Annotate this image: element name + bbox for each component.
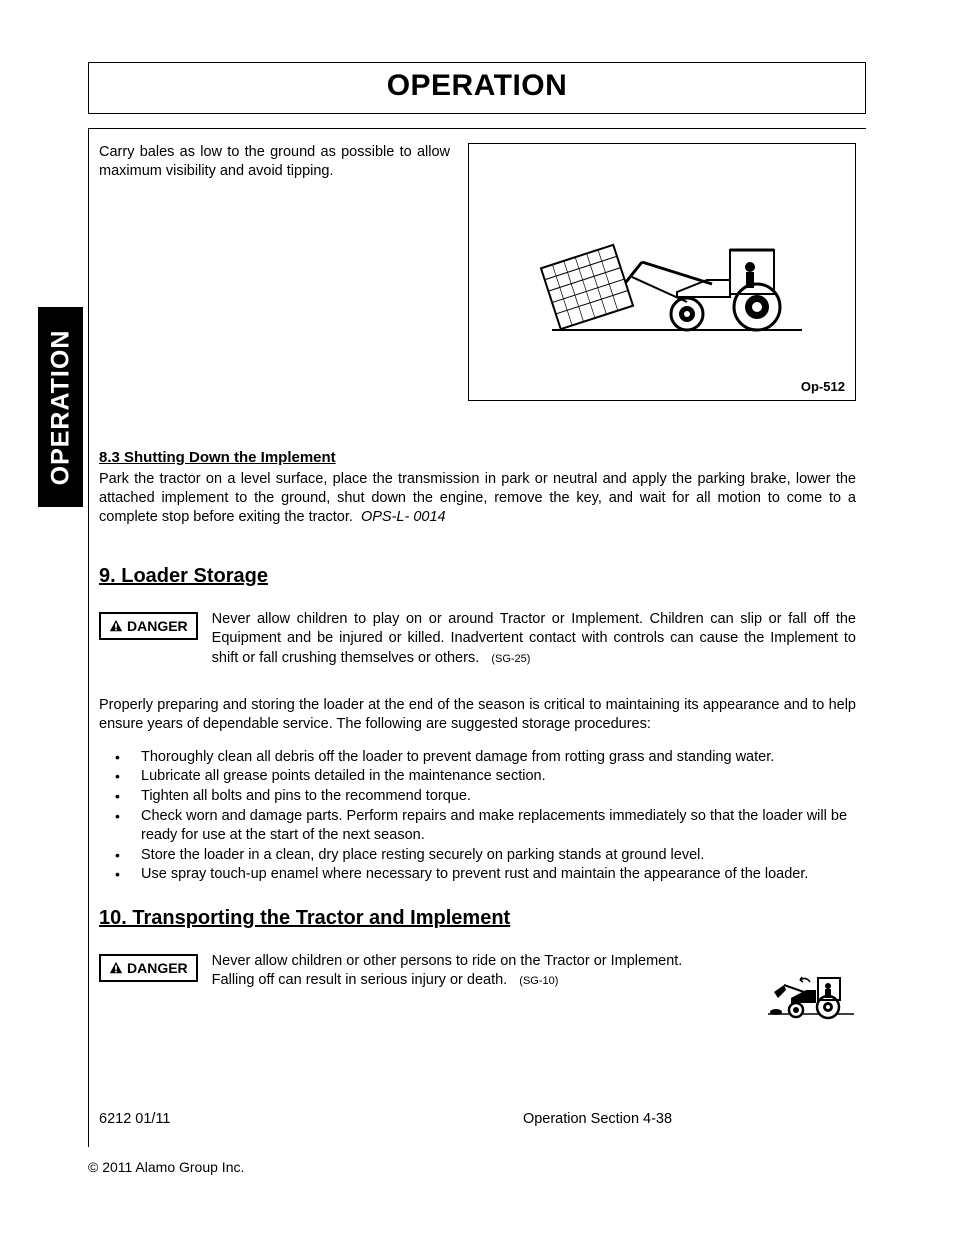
- section-8-3-text: Park the tractor on a level surface, pla…: [99, 471, 856, 525]
- storage-bullet-list: Thoroughly clean all debris off the load…: [99, 748, 856, 885]
- danger-text-2: Never allow children or other persons to…: [212, 952, 752, 991]
- warning-triangle-icon: [109, 961, 123, 975]
- transport-row: DANGER Never allow children or other per…: [99, 952, 856, 1020]
- danger-text-1-body: Never allow children to play on or aroun…: [212, 611, 856, 666]
- figure-box: Op-512: [468, 143, 856, 401]
- section-8-3-body: Park the tractor on a level surface, pla…: [99, 470, 856, 527]
- footer-row: 6212 01/11 Operation Section 4-38: [99, 1111, 856, 1127]
- footer-center: Operation Section 4-38: [339, 1111, 856, 1127]
- page-title: OPERATION: [89, 69, 865, 103]
- tractor-bale-illustration: [512, 202, 812, 342]
- danger-label-1: DANGER: [99, 612, 198, 640]
- list-item: Use spray touch-up enamel where necessar…: [141, 865, 856, 885]
- danger-label-1-text: DANGER: [127, 618, 188, 634]
- content-frame: Carry bales as low to the ground as poss…: [88, 128, 866, 1147]
- danger-ref-1: (SG-25): [491, 653, 530, 665]
- copyright: © 2011 Alamo Group Inc.: [88, 1159, 244, 1175]
- list-item: Thoroughly clean all debris off the load…: [141, 748, 856, 768]
- danger-label-2-text: DANGER: [127, 960, 188, 976]
- section-9-heading: 9. Loader Storage: [99, 565, 856, 588]
- danger-label-2: DANGER: [99, 954, 198, 982]
- small-tractor-icon: [766, 970, 856, 1020]
- danger-ref-2: (SG-10): [519, 975, 558, 987]
- figure-label: Op-512: [801, 379, 845, 394]
- footer-left: 6212 01/11: [99, 1111, 339, 1127]
- warning-triangle-icon: [109, 619, 123, 633]
- intro-row: Carry bales as low to the ground as poss…: [99, 143, 856, 401]
- section-8-3-ref: OPS-L- 0014: [361, 509, 446, 525]
- side-tab: OPERATION: [38, 307, 83, 507]
- list-item: Check worn and damage parts. Perform rep…: [141, 807, 856, 846]
- side-tab-label: OPERATION: [46, 329, 75, 485]
- intro-text: Carry bales as low to the ground as poss…: [99, 143, 450, 181]
- list-item: Tighten all bolts and pins to the recomm…: [141, 787, 856, 807]
- danger-text-2-line1: Never allow children or other persons to…: [212, 953, 683, 969]
- danger-text-2-line2: Falling off can result in serious injury…: [212, 972, 508, 988]
- section-9-intro: Properly preparing and storing the loade…: [99, 696, 856, 734]
- section-8-3-heading: 8.3 Shutting Down the Implement: [99, 449, 856, 466]
- list-item: Lubricate all grease points detailed in …: [141, 767, 856, 787]
- section-10-heading: 10. Transporting the Tractor and Impleme…: [99, 907, 856, 930]
- list-item: Store the loader in a clean, dry place r…: [141, 846, 856, 866]
- danger-block-1: DANGER Never allow children to play on o…: [99, 610, 856, 669]
- page-title-box: OPERATION: [88, 62, 866, 114]
- danger-text-1: Never allow children to play on or aroun…: [212, 610, 856, 669]
